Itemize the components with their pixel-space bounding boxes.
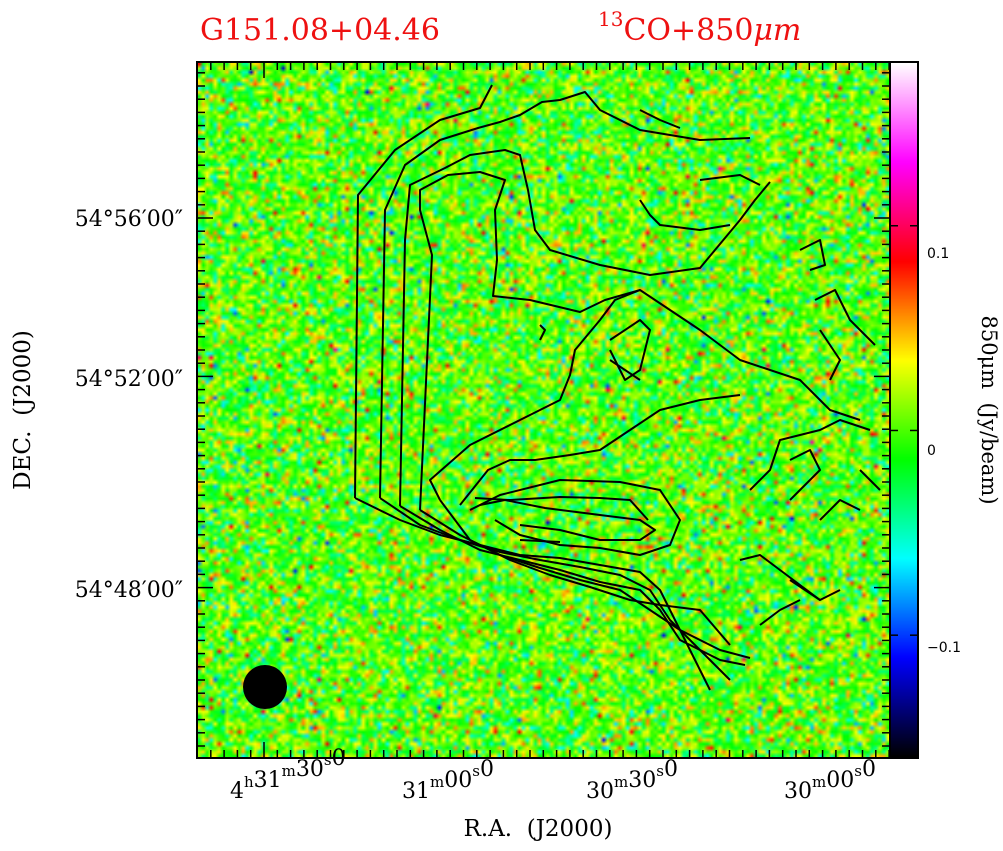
y-tick-label: 54°56′00″ bbox=[75, 207, 183, 232]
x-tick-label: 4h31m30s0 bbox=[230, 746, 346, 804]
contour-line bbox=[419, 171, 861, 511]
x-tick-labels: 4h31m30s0 31m00s0 30m30s0 30m00s0 bbox=[230, 746, 876, 804]
contour-line bbox=[469, 479, 681, 556]
contour-line bbox=[399, 505, 746, 666]
contour-line bbox=[609, 359, 641, 381]
colorbar-tick-label: −0.1 bbox=[927, 640, 961, 656]
chart-title-right: 13CO+850μm bbox=[598, 7, 801, 48]
contour-line bbox=[439, 499, 731, 646]
contour-line bbox=[354, 497, 711, 691]
chart-title-left: G151.08+04.46 bbox=[200, 13, 440, 48]
y-tick-label: 54°52′00″ bbox=[75, 367, 183, 392]
contour-line bbox=[789, 449, 821, 501]
y-axis-title: DEC. (J2000) bbox=[10, 330, 36, 490]
contour-line bbox=[814, 289, 876, 346]
contour-line bbox=[639, 199, 731, 231]
y-tick-label: 54°48′00″ bbox=[75, 578, 183, 603]
x-tick-label: 30m30s0 bbox=[586, 757, 678, 804]
contour-line bbox=[859, 469, 881, 491]
colorbar-frame bbox=[889, 61, 919, 759]
colorbar-tick-label: 0 bbox=[927, 443, 936, 459]
contour-line bbox=[479, 499, 656, 541]
x-axis-title: R.A. (J2000) bbox=[464, 816, 613, 842]
x-tick-label: 30m00s0 bbox=[784, 757, 876, 804]
contour-line bbox=[799, 239, 826, 271]
contour-line bbox=[819, 329, 841, 381]
heatmap-image bbox=[197, 62, 890, 758]
contour-line bbox=[539, 324, 546, 341]
contour-line bbox=[519, 539, 561, 543]
contour-line bbox=[474, 496, 649, 521]
chart-title-right-main: CO+850 bbox=[623, 13, 753, 48]
contour-line bbox=[429, 289, 641, 501]
colorbar-ticks bbox=[890, 225, 918, 636]
contour-line bbox=[819, 499, 861, 521]
beam-ellipse bbox=[243, 665, 287, 709]
contour-line bbox=[749, 419, 871, 491]
contour-line bbox=[379, 91, 751, 499]
axis-ticks bbox=[197, 62, 890, 758]
contour-line bbox=[354, 84, 493, 499]
contour-line bbox=[609, 319, 651, 381]
colorbar-image bbox=[890, 62, 918, 758]
contour-line bbox=[759, 599, 801, 626]
contour-line bbox=[789, 579, 841, 601]
colorbar-title: 850μm (Jy/beam) bbox=[977, 315, 1001, 504]
contour-line bbox=[699, 174, 761, 186]
contour-lines bbox=[354, 84, 881, 691]
contour-line bbox=[739, 554, 821, 601]
contour-line bbox=[399, 149, 771, 507]
chart-title-right-unit: μm bbox=[753, 13, 801, 48]
contour-line bbox=[459, 394, 741, 506]
chart-title-right-sup: 13 bbox=[598, 7, 623, 31]
x-tick-label: 31m00s0 bbox=[402, 757, 494, 804]
contour-line bbox=[639, 109, 681, 129]
colorbar-tick-label: 0.1 bbox=[927, 246, 949, 262]
